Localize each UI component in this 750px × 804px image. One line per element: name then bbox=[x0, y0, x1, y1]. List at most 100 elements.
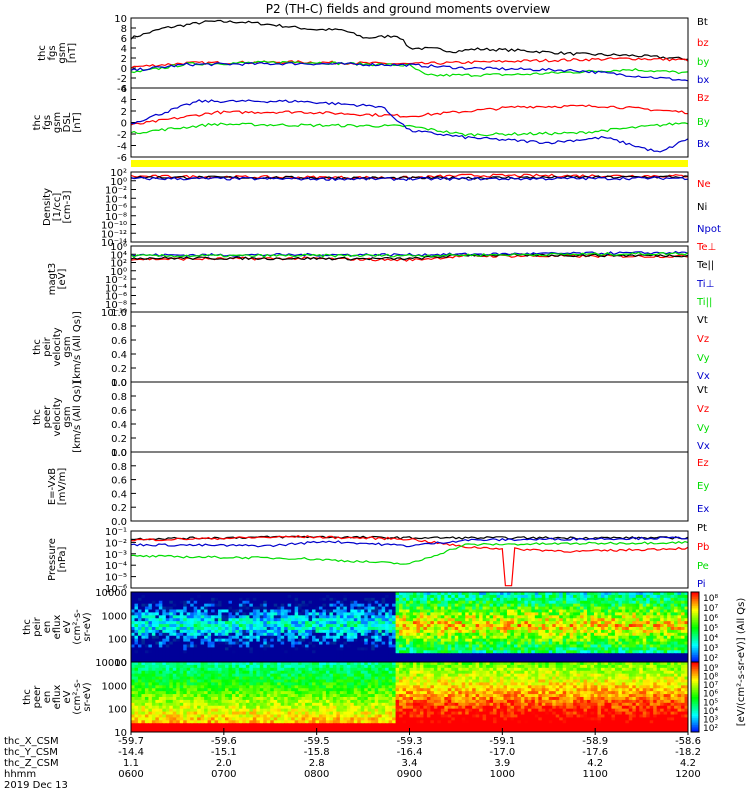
heatmap-cell bbox=[208, 592, 212, 595]
heatmap-cell bbox=[462, 668, 466, 671]
heatmap-cell bbox=[162, 627, 166, 630]
heatmap-cell bbox=[166, 610, 170, 613]
heatmap-cell bbox=[437, 612, 441, 615]
heatmap-cell bbox=[288, 662, 292, 665]
heatmap-cell bbox=[458, 621, 462, 624]
heatmap-cell bbox=[632, 633, 636, 636]
heatmap-cell bbox=[545, 621, 549, 624]
heatmap-cell bbox=[267, 615, 271, 618]
heatmap-cell bbox=[601, 601, 605, 604]
heatmap-cell bbox=[535, 671, 539, 674]
heatmap-cell bbox=[483, 674, 487, 677]
heatmap-cell bbox=[134, 607, 138, 610]
heatmap-cell bbox=[385, 595, 389, 598]
heatmap-cell bbox=[361, 645, 365, 648]
heatmap-cell bbox=[378, 665, 382, 668]
heatmap-cell bbox=[385, 650, 389, 653]
heatmap-cell bbox=[166, 645, 170, 648]
heatmap-cell bbox=[319, 627, 323, 630]
heatmap-cell bbox=[500, 674, 504, 677]
heatmap-cell bbox=[183, 650, 187, 653]
heatmap-cell bbox=[204, 633, 208, 636]
heatmap-cell bbox=[406, 627, 410, 630]
heatmap-cell bbox=[423, 650, 427, 653]
heatmap-cell bbox=[274, 604, 278, 607]
heatmap-cell bbox=[333, 592, 337, 595]
heatmap-cell bbox=[326, 610, 330, 613]
heatmap-cell bbox=[650, 671, 654, 674]
heatmap-cell bbox=[173, 653, 177, 656]
heatmap-cell bbox=[591, 674, 595, 677]
heatmap-cell bbox=[148, 650, 152, 653]
heatmap-cell bbox=[507, 662, 511, 665]
heatmap-cell bbox=[333, 610, 337, 613]
heatmap-cell bbox=[270, 656, 274, 659]
heatmap-cell bbox=[138, 656, 142, 659]
heatmap-cell bbox=[643, 639, 647, 642]
heatmap-cell bbox=[131, 601, 135, 604]
heatmap-cell bbox=[632, 642, 636, 645]
heatmap-cell bbox=[343, 662, 347, 665]
heatmap-cell bbox=[312, 612, 316, 615]
heatmap-cell bbox=[591, 604, 595, 607]
heatmap-cell bbox=[653, 630, 657, 633]
heatmap-cell bbox=[653, 674, 657, 677]
heatmap-cell bbox=[566, 624, 570, 627]
heatmap-cell bbox=[458, 668, 462, 671]
heatmap-cell bbox=[423, 674, 427, 677]
heatmap-cell bbox=[406, 604, 410, 607]
heatmap-cell bbox=[329, 671, 333, 674]
heatmap-cell bbox=[298, 674, 302, 677]
heatmap-cell bbox=[570, 668, 574, 671]
heatmap-cell bbox=[235, 612, 239, 615]
heatmap-cell bbox=[155, 677, 159, 680]
heatmap-cell bbox=[410, 665, 414, 668]
heatmap-cell bbox=[643, 592, 647, 595]
heatmap-cell bbox=[524, 642, 528, 645]
heatmap-cell bbox=[451, 633, 455, 636]
heatmap-cell bbox=[591, 621, 595, 624]
heatmap-cell bbox=[451, 604, 455, 607]
heatmap-cell bbox=[664, 601, 668, 604]
heatmap-cell bbox=[392, 671, 396, 674]
heatmap-cell bbox=[378, 601, 382, 604]
heatmap-cell bbox=[486, 612, 490, 615]
heatmap-cell bbox=[246, 645, 250, 648]
heatmap-cell bbox=[535, 607, 539, 610]
heatmap-cell bbox=[350, 627, 354, 630]
heatmap-cell bbox=[382, 650, 386, 653]
heatmap-cell bbox=[584, 598, 588, 601]
heatmap-cell bbox=[542, 607, 546, 610]
heatmap-cell bbox=[584, 668, 588, 671]
heatmap-cell bbox=[611, 592, 615, 595]
heatmap-cell bbox=[545, 656, 549, 659]
heatmap-cell bbox=[580, 668, 584, 671]
heatmap-cell bbox=[270, 607, 274, 610]
heatmap-cell bbox=[152, 598, 156, 601]
heatmap-cell bbox=[622, 624, 626, 627]
heatmap-cell bbox=[538, 624, 542, 627]
heatmap-cell bbox=[326, 656, 330, 659]
heatmap-cell bbox=[232, 612, 236, 615]
heatmap-cell bbox=[270, 595, 274, 598]
heatmap-cell bbox=[458, 650, 462, 653]
heatmap-cell bbox=[298, 653, 302, 656]
heatmap-cell bbox=[549, 604, 553, 607]
heatmap-cell bbox=[430, 612, 434, 615]
heatmap-cell bbox=[597, 604, 601, 607]
heatmap-cell bbox=[267, 677, 271, 680]
heatmap-cell bbox=[235, 665, 239, 668]
heatmap-cell bbox=[413, 598, 417, 601]
heatmap-cell bbox=[173, 645, 177, 648]
heatmap-cell bbox=[277, 639, 281, 642]
heatmap-cell bbox=[591, 668, 595, 671]
heatmap-cell bbox=[500, 639, 504, 642]
heatmap-cell bbox=[145, 650, 149, 653]
heatmap-cell bbox=[587, 674, 591, 677]
heatmap-cell bbox=[570, 624, 574, 627]
heatmap-cell bbox=[441, 604, 445, 607]
heatmap-cell bbox=[242, 627, 246, 630]
heatmap-cell bbox=[176, 642, 180, 645]
heatmap-cell bbox=[322, 633, 326, 636]
heatmap-cell bbox=[134, 665, 138, 668]
